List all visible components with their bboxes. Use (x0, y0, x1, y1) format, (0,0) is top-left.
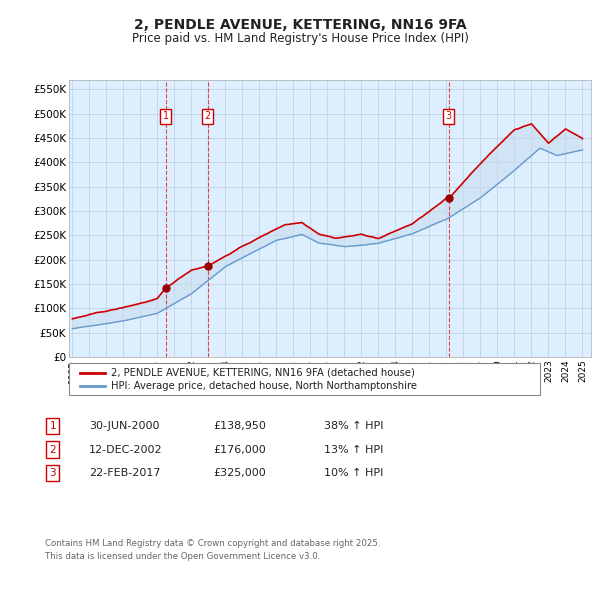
Text: 1: 1 (49, 421, 56, 431)
Text: 2: 2 (205, 111, 211, 121)
Text: 22-FEB-2017: 22-FEB-2017 (89, 468, 160, 478)
Text: 13% ↑ HPI: 13% ↑ HPI (324, 445, 383, 454)
Text: 30-JUN-2000: 30-JUN-2000 (89, 421, 160, 431)
Text: 2, PENDLE AVENUE, KETTERING, NN16 9FA: 2, PENDLE AVENUE, KETTERING, NN16 9FA (134, 18, 466, 32)
Text: £138,950: £138,950 (213, 421, 266, 431)
Text: £325,000: £325,000 (213, 468, 266, 478)
Text: 2, PENDLE AVENUE, KETTERING, NN16 9FA (detached house): 2, PENDLE AVENUE, KETTERING, NN16 9FA (d… (111, 368, 415, 378)
Text: 10% ↑ HPI: 10% ↑ HPI (324, 468, 383, 478)
Text: 2: 2 (49, 445, 56, 454)
Text: HPI: Average price, detached house, North Northamptonshire: HPI: Average price, detached house, Nort… (111, 381, 417, 391)
Text: 3: 3 (49, 468, 56, 478)
Text: 3: 3 (446, 111, 452, 121)
Text: Price paid vs. HM Land Registry's House Price Index (HPI): Price paid vs. HM Land Registry's House … (131, 32, 469, 45)
Text: 1: 1 (163, 111, 169, 121)
Text: £176,000: £176,000 (213, 445, 266, 454)
Text: 38% ↑ HPI: 38% ↑ HPI (324, 421, 383, 431)
Text: 12-DEC-2002: 12-DEC-2002 (89, 445, 163, 454)
Text: Contains HM Land Registry data © Crown copyright and database right 2025.
This d: Contains HM Land Registry data © Crown c… (45, 539, 380, 561)
